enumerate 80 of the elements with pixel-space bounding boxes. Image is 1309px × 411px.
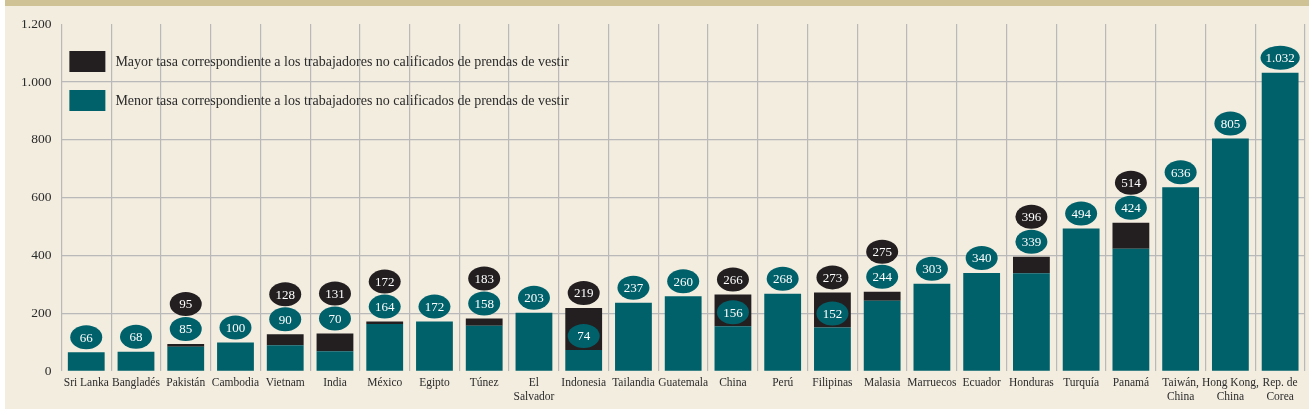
data-label: 424: [1121, 200, 1142, 216]
x-tick-label: Honduras: [1009, 376, 1055, 389]
data-label: 494: [1071, 205, 1092, 221]
data-label: 156: [723, 304, 744, 320]
total-label: 514: [1121, 175, 1142, 191]
x-tick-label: Tailandia: [612, 376, 655, 389]
x-tick-label: Perú: [772, 376, 794, 389]
x-tick-label: Cambodia: [211, 376, 260, 389]
x-tick-label: Taiwán, China: [1162, 376, 1200, 403]
legend-label: Menor tasa correspondiente a los trabajadores no calificados de prendas de vestir: [115, 93, 570, 109]
data-label: 100: [225, 319, 246, 335]
data-label: 68: [129, 329, 143, 345]
data-label: 90: [278, 311, 292, 327]
x-tick-label: India: [323, 376, 347, 389]
data-label: 636: [1170, 164, 1191, 180]
y-tick-label: 800: [31, 131, 52, 147]
bar: [1112, 248, 1150, 371]
data-label: 303: [922, 261, 942, 277]
data-label: 164: [374, 299, 395, 315]
data-label: 1.032: [1265, 50, 1295, 66]
x-tick-label: Filipinas: [812, 376, 854, 390]
total-label: 128: [275, 286, 295, 302]
total-label: 95: [179, 296, 193, 312]
total-label: 172: [374, 274, 395, 290]
total-label: 266: [723, 271, 744, 287]
x-tick-label: Egipto: [419, 376, 451, 390]
y-tick-label: 0: [44, 362, 52, 378]
total-label: 219: [573, 285, 594, 301]
x-tick-label: Sri Lanka: [63, 376, 109, 389]
x-tick-label: Turquía: [1063, 376, 1100, 390]
bar: [366, 323, 404, 371]
bar: [167, 346, 205, 371]
x-tick-label: El Salvador: [513, 376, 555, 403]
data-label: 203: [524, 290, 544, 306]
data-label: 70: [328, 310, 342, 326]
x-tick-label: Vietnam: [265, 376, 305, 389]
total-label: 131: [325, 285, 345, 301]
data-label: 172: [424, 299, 445, 315]
total-label: 273: [822, 269, 843, 285]
data-label: 74: [577, 328, 591, 344]
bar: [963, 273, 1001, 371]
data-label: 158: [474, 295, 494, 311]
data-label: 237: [623, 280, 644, 296]
data-label: 66: [79, 329, 94, 345]
total-label: 396: [1021, 209, 1042, 225]
data-label: 268: [772, 271, 793, 287]
data-label: 85: [179, 321, 193, 337]
bar: [266, 345, 304, 371]
x-tick-label: Malasia: [863, 376, 901, 389]
x-tick-label: Hong Kong, China: [1201, 376, 1259, 403]
x-tick-label: Rep. de Corea: [1262, 376, 1298, 403]
x-tick-label: México: [367, 376, 403, 389]
data-label: 340: [971, 250, 992, 266]
x-tick-label: Guatemala: [658, 376, 709, 389]
bar: [1013, 273, 1050, 371]
x-tick-label: Ecuador: [962, 376, 1001, 389]
y-tick-label: 600: [31, 189, 52, 205]
total-label: 275: [872, 244, 892, 260]
total-label: 183: [474, 270, 494, 286]
data-label: 805: [1220, 115, 1241, 131]
x-tick-label: Marruecos: [907, 376, 958, 389]
y-tick-label: 200: [31, 305, 52, 321]
bar: [167, 343, 205, 347]
legend-label: Mayor tasa correspondiente a los trabajadores no calificados de prendas de vestir: [115, 54, 570, 70]
x-tick-label: Indonesia: [561, 376, 607, 389]
x-tick-label: Túnez: [469, 376, 499, 389]
x-tick-label: Panamá: [1112, 376, 1150, 389]
bar: [465, 325, 503, 371]
data-label: 244: [872, 269, 893, 285]
data-label: 260: [673, 273, 693, 289]
bar: [316, 351, 354, 371]
data-label: 152: [822, 305, 843, 321]
bar: [863, 300, 901, 371]
y-tick-label: 1.000: [21, 73, 52, 89]
x-tick-label: Pakistán: [166, 376, 206, 389]
x-tick-label: Bangladés: [112, 376, 161, 390]
y-tick-label: 400: [31, 247, 52, 263]
data-label: 339: [1021, 234, 1042, 250]
y-tick-label: 1.200: [21, 15, 52, 31]
x-tick-label: China: [719, 376, 747, 389]
